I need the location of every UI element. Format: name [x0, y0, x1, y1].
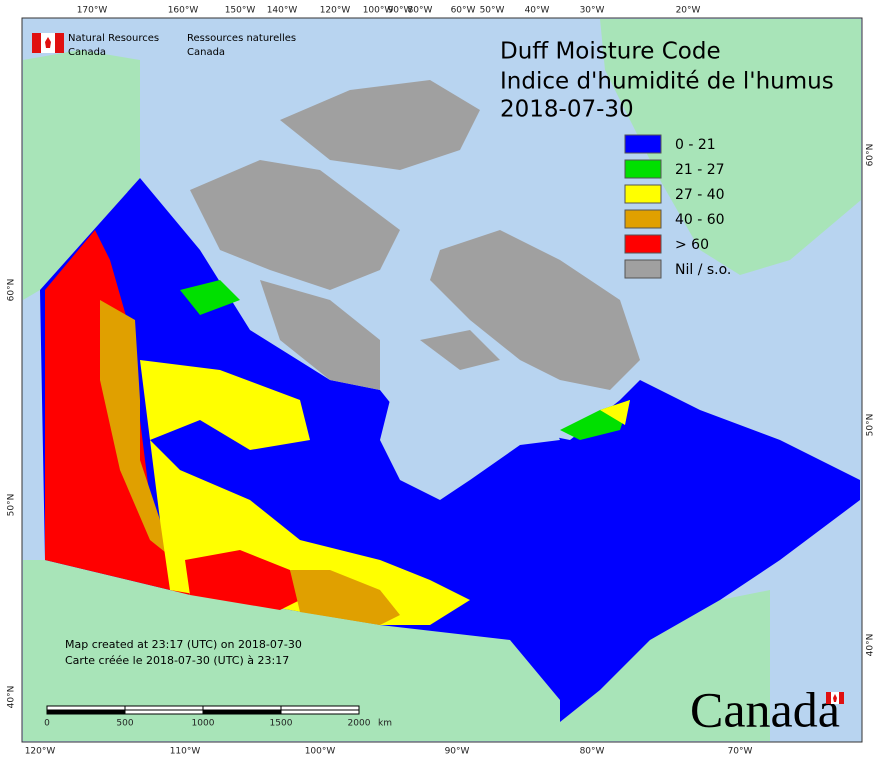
longitude-label: 20°W — [676, 6, 701, 16]
green-patches — [180, 280, 240, 315]
scale-label: 2000 — [348, 719, 371, 729]
longitude-label: 110°W — [170, 747, 201, 757]
west-orange — [100, 300, 175, 560]
longitude-label: 60°W — [451, 6, 476, 16]
east-yellow — [600, 400, 630, 425]
arctic-islands-2 — [280, 80, 480, 170]
agency-en: Canada — [68, 47, 106, 58]
scale-label: 1500 — [270, 719, 293, 729]
latitude-label: 50°N — [866, 414, 876, 437]
title: Indice d'humidité de l'humus — [500, 69, 834, 95]
wordmark: Canada — [690, 681, 840, 737]
scale-segment — [202, 709, 282, 715]
scale-segment — [46, 709, 126, 715]
wordmark-flag — [826, 692, 844, 704]
scale-segment — [280, 705, 360, 711]
arctic-islands — [190, 160, 400, 290]
scale-segment — [124, 709, 204, 715]
legend-label: 40 - 60 — [675, 212, 725, 228]
legend-swatch — [624, 134, 662, 154]
southampton-island — [420, 330, 500, 370]
longitude-label: 150°W — [225, 6, 256, 16]
longitude-label: 90°W — [445, 747, 470, 757]
graticule-labels: 170°W 160°W 150°W 140°W 120°W 100°W90°W80°W 60… — [7, 6, 876, 757]
latitude-label: 60°N — [866, 144, 876, 167]
longitude-label: 170°W — [77, 6, 108, 16]
scale-segment — [46, 705, 126, 711]
longitude-label: 40°W — [525, 6, 550, 16]
note: Map created at 23:17 (UTC) on 2018-07-30 — [65, 638, 302, 651]
prairie-orange — [290, 570, 400, 625]
baffin-island — [430, 230, 640, 390]
legend-label: > 60 — [675, 237, 709, 253]
legend-label: 27 - 40 — [675, 187, 725, 203]
legend: 0 - 21 21 - 27 27 - 40 40 - 60 > 60 Nil / s.o… — [624, 134, 731, 279]
alaska — [23, 50, 140, 300]
longitude-label: 30°W — [580, 6, 605, 16]
latitude-label: 50°N — [7, 494, 17, 517]
greenland — [600, 19, 861, 275]
longitude-label: 50°W — [480, 6, 505, 16]
longitude-label: 120°W — [25, 747, 56, 757]
flag-nrcan — [32, 33, 64, 53]
legend-swatch — [624, 184, 662, 204]
longitude-label: 160°W — [168, 6, 199, 16]
scale-segment — [124, 705, 204, 711]
note: Carte créée le 2018-07-30 (UTC) à 23:17 — [65, 654, 289, 667]
scale-label: 500 — [116, 719, 133, 729]
latitude-label: 40°N — [7, 686, 17, 709]
longitude-label: 120°W — [320, 6, 351, 16]
longitude-label: 70°W — [728, 747, 753, 757]
longitude-label: 100°W — [305, 747, 336, 757]
flag-bar — [55, 33, 64, 53]
maple-leaf — [45, 37, 51, 48]
flag-bar — [32, 33, 41, 53]
legend-swatch — [624, 159, 662, 179]
legend-label: 0 - 21 — [675, 137, 716, 153]
maple-leaf — [833, 694, 837, 702]
arctic-islands-3 — [260, 280, 380, 390]
longitude-label: 80°W — [580, 747, 605, 757]
latitude-label: 40°N — [866, 634, 876, 657]
scale-label: 0 — [44, 719, 50, 729]
prairie-red — [185, 550, 300, 610]
longitude-label: 100°W — [363, 6, 394, 16]
legend-swatch — [624, 234, 662, 254]
agency-fr: Canada — [187, 47, 225, 58]
agency-fr: Ressources naturelles — [187, 33, 296, 44]
scale-segment — [202, 705, 282, 711]
flag-bar — [826, 692, 831, 704]
title: 2018-07-30 — [500, 97, 634, 123]
legend-label: Nil / s.o. — [675, 262, 731, 278]
scale-unit: km — [378, 719, 392, 729]
map-land — [23, 19, 861, 741]
scale-label: 1000 — [192, 719, 215, 729]
hudson-bay — [380, 370, 560, 500]
scale-bar: 0 500 1000 1500 2000 km — [44, 705, 392, 729]
longitude-label: 90°W — [388, 6, 413, 16]
legend-swatch — [624, 209, 662, 229]
agency-en: Natural Resources — [68, 33, 159, 44]
united-states — [23, 560, 770, 741]
scale-segment — [280, 709, 360, 715]
longitude-label: 140°W — [267, 6, 298, 16]
flag-bar — [839, 692, 844, 704]
legend-label: 21 - 27 — [675, 162, 725, 178]
legend-swatch — [624, 259, 662, 279]
title: Duff Moisture Code — [500, 39, 721, 65]
latitude-label: 60°N — [7, 279, 17, 302]
longitude-label: 80°W — [408, 6, 433, 16]
